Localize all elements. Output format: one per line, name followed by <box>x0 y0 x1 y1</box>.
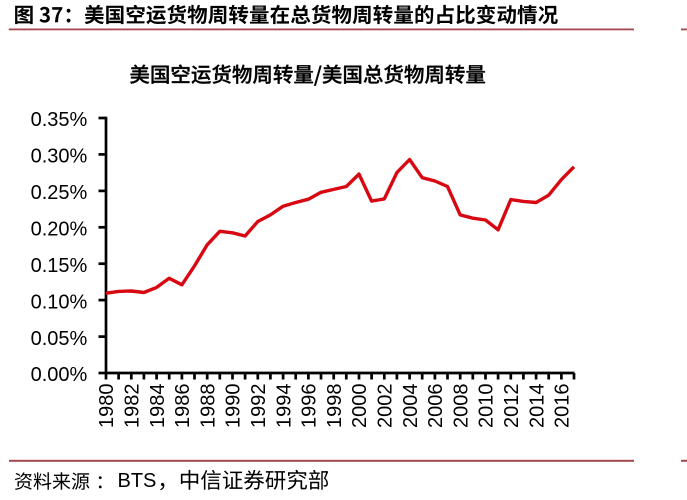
svg-text:BTS: BTS <box>118 470 157 492</box>
svg-text:2010: 2010 <box>476 384 498 429</box>
svg-text:2014: 2014 <box>526 384 548 429</box>
svg-text:1984: 1984 <box>147 384 169 429</box>
svg-text:2012: 2012 <box>501 384 523 429</box>
svg-text:1990: 1990 <box>223 384 245 429</box>
svg-text:2000: 2000 <box>349 384 371 429</box>
svg-text:1996: 1996 <box>299 384 321 429</box>
svg-text:1992: 1992 <box>248 384 270 429</box>
svg-text:2008: 2008 <box>450 384 472 429</box>
svg-text:2004: 2004 <box>400 384 422 429</box>
svg-text:1988: 1988 <box>197 384 219 429</box>
svg-text:1986: 1986 <box>172 384 194 429</box>
svg-text:0.35%: 0.35% <box>31 109 88 131</box>
svg-text:2002: 2002 <box>375 384 397 429</box>
svg-text:1994: 1994 <box>273 384 295 429</box>
svg-text:1998: 1998 <box>324 384 346 429</box>
svg-text:1982: 1982 <box>122 384 144 429</box>
svg-text:0.30%: 0.30% <box>31 146 88 168</box>
svg-text:0.25%: 0.25% <box>31 182 88 204</box>
svg-text:1980: 1980 <box>96 384 118 429</box>
svg-text:2006: 2006 <box>425 384 447 429</box>
svg-text:0.10%: 0.10% <box>31 291 88 313</box>
svg-text:0.00%: 0.00% <box>31 364 88 386</box>
svg-text:0.05%: 0.05% <box>31 328 88 350</box>
svg-text:0.20%: 0.20% <box>31 219 88 241</box>
svg-text:2016: 2016 <box>552 384 574 429</box>
svg-text:0.15%: 0.15% <box>31 255 88 277</box>
